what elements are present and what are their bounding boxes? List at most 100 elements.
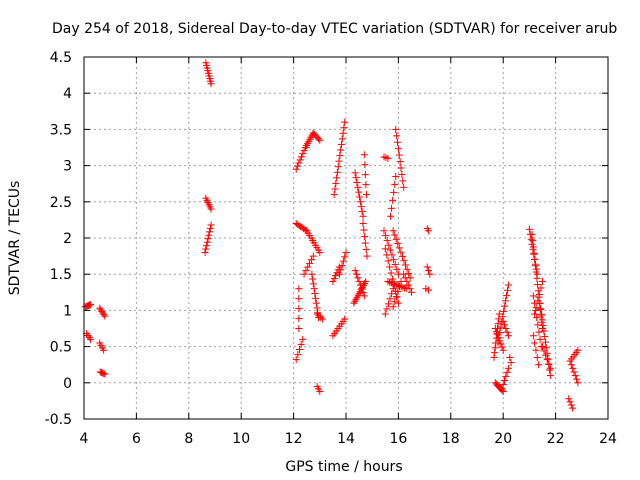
data-point <box>533 353 541 361</box>
data-point <box>540 327 548 335</box>
x-tick-label: 6 <box>132 431 141 447</box>
data-point <box>393 265 401 273</box>
data-point <box>362 191 370 199</box>
data-point <box>295 305 303 313</box>
data-point <box>391 280 399 288</box>
axis-ticks: 4 6 8 10 12 14 16 18 20 22 24 -0.5 0 0.5 1 1.5 2 2.5 3 3.5 4… <box>45 50 617 447</box>
data-point <box>499 381 507 389</box>
data-point <box>400 270 408 278</box>
data-point <box>566 398 574 406</box>
data-point <box>538 316 546 324</box>
data-point <box>403 277 411 285</box>
data-point <box>545 360 553 368</box>
data-point <box>497 323 505 331</box>
data-point <box>295 315 303 323</box>
x-tick-label: 12 <box>285 431 303 447</box>
data-point <box>308 270 316 278</box>
data-point <box>533 274 541 282</box>
x-axis-title: GPS time / hours <box>285 459 402 475</box>
data-point <box>399 283 407 291</box>
data-point <box>201 248 209 256</box>
data-point <box>532 262 540 270</box>
data-point <box>392 281 400 289</box>
data-point <box>355 188 363 196</box>
data-point <box>529 292 537 300</box>
data-point <box>539 343 546 351</box>
y-tick-label: -0.5 <box>45 412 72 428</box>
data-point <box>312 294 320 302</box>
data-point <box>574 346 582 354</box>
data-point <box>300 147 308 155</box>
data-point <box>392 235 400 243</box>
data-point <box>356 198 364 206</box>
data-point <box>335 270 343 278</box>
data-point <box>491 344 499 352</box>
data-point <box>532 268 540 276</box>
data-point <box>569 404 577 412</box>
data-point <box>390 188 398 196</box>
data-point <box>574 379 582 387</box>
y-tick-label: 4 <box>63 86 72 102</box>
data-point <box>502 372 510 380</box>
data-point <box>536 335 544 343</box>
x-tick-label: 8 <box>184 431 193 447</box>
data-point <box>204 235 212 243</box>
y-tick-label: 0 <box>63 376 72 392</box>
data-point <box>570 368 578 376</box>
data-point <box>405 270 413 278</box>
data-point <box>400 257 408 265</box>
chart-title: Day 254 of 2018, Sidereal Day-to-day VTE… <box>52 21 617 37</box>
data-point <box>331 185 339 193</box>
data-point <box>531 255 539 263</box>
data-point <box>426 270 434 278</box>
data-point <box>294 162 302 170</box>
data-point <box>400 183 408 191</box>
data-point <box>101 370 109 378</box>
data-point <box>87 301 95 309</box>
data-point <box>531 310 539 318</box>
x-tick-label: 22 <box>547 431 565 447</box>
data-point <box>316 387 324 395</box>
data-point <box>330 275 338 283</box>
data-point <box>339 129 347 137</box>
data-point <box>337 146 345 154</box>
data-point <box>546 366 554 374</box>
data-point <box>506 353 514 361</box>
data-point <box>352 270 360 278</box>
data-point <box>296 156 304 164</box>
y-tick-label: 0.5 <box>50 340 72 356</box>
data-point <box>358 285 366 293</box>
data-point <box>309 252 317 260</box>
data-point <box>339 257 347 265</box>
data-point <box>316 136 324 144</box>
data-point <box>534 281 542 289</box>
data-point <box>353 178 361 186</box>
x-tick-label: 14 <box>337 431 355 447</box>
x-tick-label: 10 <box>232 431 250 447</box>
data-point <box>532 304 540 312</box>
data-point <box>354 274 362 282</box>
data-point <box>387 279 395 287</box>
data-point <box>295 295 303 303</box>
data-point <box>425 267 433 275</box>
data-point <box>337 140 345 148</box>
data-point <box>295 345 303 353</box>
data-point <box>333 174 341 182</box>
data-point <box>539 277 546 285</box>
data-point <box>361 233 369 241</box>
data-point <box>387 212 395 220</box>
data-point <box>535 361 543 369</box>
data-point <box>341 253 349 261</box>
data-point <box>299 150 307 158</box>
data-point <box>502 297 510 305</box>
x-tick-label: 4 <box>80 431 89 447</box>
data-point <box>425 227 433 235</box>
data-point <box>387 269 395 277</box>
data-point <box>381 310 389 318</box>
data-point <box>501 302 509 310</box>
grid-lines <box>84 57 608 419</box>
data-point <box>495 315 503 323</box>
data-point <box>295 325 303 332</box>
data-point <box>503 368 511 376</box>
data-point <box>356 281 364 289</box>
